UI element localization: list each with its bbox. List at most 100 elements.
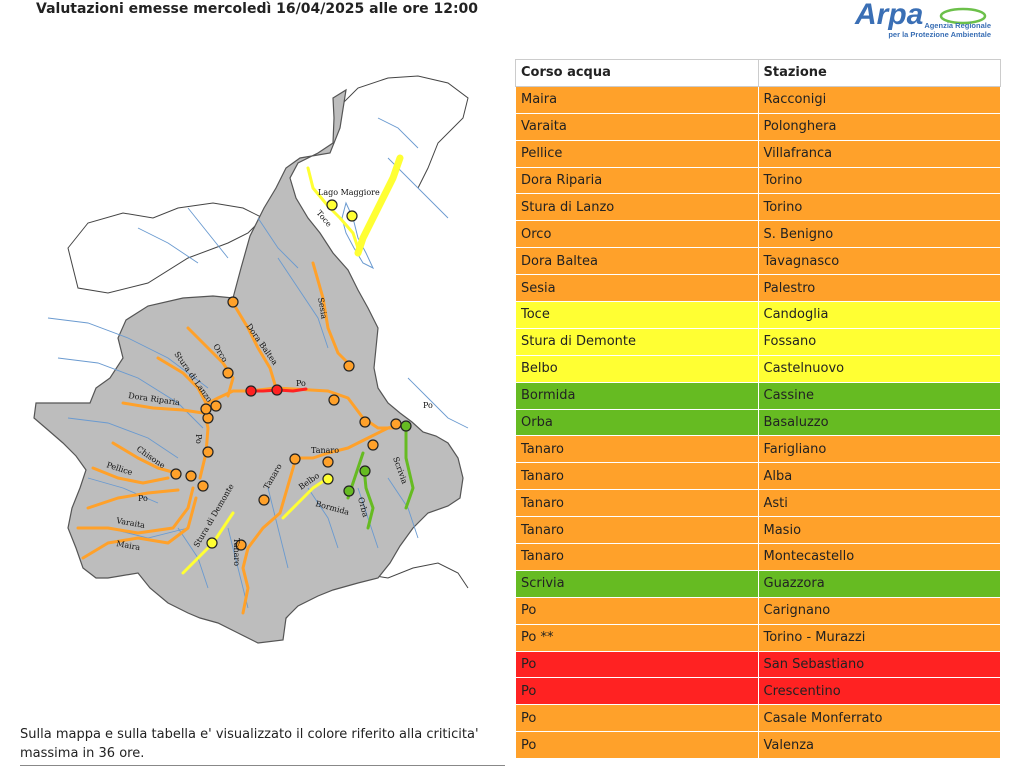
station-yellow: [322, 473, 334, 485]
rivers-orange: [76, 261, 408, 615]
table-row[interactable]: Stura di Lanzo Torino: [515, 193, 1001, 222]
cell-stazione: Villafranca: [757, 139, 1001, 168]
station-orange: [235, 539, 247, 551]
cell-corso-acqua: Po: [515, 677, 759, 706]
table-row[interactable]: Po Valenza: [515, 731, 1001, 760]
legend-note: Sulla mappa e sulla tabella e' visualizz…: [20, 727, 479, 761]
column-header-corso-acqua[interactable]: Corso acqua: [515, 59, 759, 87]
column-header-stazione[interactable]: Stazione: [757, 59, 1001, 87]
table-row[interactable]: Sesia Palestro: [515, 274, 1001, 303]
station-orange: [222, 367, 234, 379]
station-green: [343, 485, 355, 497]
cell-corso-acqua: Dora Riparia: [515, 166, 759, 195]
cell-stazione: Torino: [757, 193, 1001, 222]
table-row[interactable]: Po Crescentino: [515, 677, 1001, 706]
rivers-yellow: [181, 154, 404, 575]
station-orange: [197, 480, 209, 492]
table-row[interactable]: Scrivia Guazzora: [515, 569, 1001, 598]
table-row[interactable]: Tanaro Montecastello: [515, 543, 1001, 571]
cell-stazione: Polonghera: [757, 112, 1001, 141]
station-orange: [367, 439, 379, 451]
cell-corso-acqua: Bormida: [515, 381, 759, 410]
cell-stazione: Torino - Murazzi: [757, 623, 1001, 652]
table-row[interactable]: Varaita Polonghera: [515, 112, 1001, 141]
table-row[interactable]: Dora Riparia Torino: [515, 166, 1001, 195]
cell-corso-acqua: Po **: [515, 623, 759, 652]
river-chisone: [111, 441, 178, 475]
cell-corso-acqua: Pellice: [515, 139, 759, 168]
station-orange: [202, 446, 214, 458]
cell-stazione: Racconigi: [757, 85, 1001, 114]
arpa-logo[interactable]: Arpa Agenzia Regionale per la Protezione…: [853, 0, 998, 46]
label-tanaro-3: Tanaro: [232, 538, 241, 566]
table-header-row: Corso acqua Stazione: [515, 59, 1001, 87]
table-row[interactable]: Po Casale Monferrato: [515, 704, 1001, 733]
label-toce: Toce: [314, 209, 333, 229]
note-divider: [20, 765, 505, 766]
cell-corso-acqua: Stura di Lanzo: [515, 193, 759, 222]
table-row[interactable]: Tanaro Masio: [515, 516, 1001, 545]
neighbour-regions-outline: [67, 202, 264, 294]
table-row[interactable]: Tanaro Asti: [515, 489, 1001, 518]
table-row[interactable]: Stura di Demonte Fossano: [515, 327, 1001, 356]
river-sesia: [311, 261, 350, 365]
table-row[interactable]: Po ** Torino - Murazzi: [515, 623, 1001, 652]
cell-corso-acqua: Sesia: [515, 274, 759, 303]
table-row[interactable]: Orco S. Benigno: [515, 220, 1001, 249]
logo-line-1: Agenzia Regionale: [924, 21, 991, 30]
table-row[interactable]: Tanaro Farigliano: [515, 435, 1001, 464]
river-dora-baltea: [231, 301, 278, 390]
cell-stazione: S. Benigno: [757, 220, 1001, 249]
cell-stazione: Masio: [757, 516, 1001, 545]
station-orange: [322, 456, 334, 468]
cell-corso-acqua: Maira: [515, 85, 759, 114]
region-piemonte: [33, 88, 464, 644]
table-row[interactable]: Dora Baltea Tavagnasco: [515, 247, 1001, 276]
logo-wordmark: Arpa: [854, 0, 923, 31]
station-orange: [200, 403, 212, 415]
cell-stazione: Crescentino: [757, 677, 1001, 706]
cell-corso-acqua: Tanaro: [515, 435, 759, 464]
cell-corso-acqua: Varaita: [515, 112, 759, 141]
cell-stazione: Asti: [757, 489, 1001, 518]
river-orba: [362, 466, 375, 530]
station-orange: [343, 360, 355, 372]
cell-stazione: Carignano: [757, 596, 1001, 625]
table-row[interactable]: Po Carignano: [515, 596, 1001, 625]
cell-stazione: San Sebastiano: [757, 650, 1001, 679]
table-row[interactable]: Toce Candoglia: [515, 301, 1001, 329]
station-red: [271, 384, 283, 396]
cell-corso-acqua: Tanaro: [515, 543, 759, 571]
station-orange: [328, 394, 340, 406]
station-red: [245, 385, 257, 397]
cell-corso-acqua: Orba: [515, 408, 759, 437]
label-sesia: Sesia: [316, 297, 329, 320]
label-po-east: Po: [423, 401, 433, 410]
cell-corso-acqua: Scrivia: [515, 569, 759, 598]
table-row[interactable]: Pellice Villafranca: [515, 139, 1001, 168]
cell-corso-acqua: Po: [515, 731, 759, 760]
table-row[interactable]: Belbo Castelnuovo: [515, 354, 1001, 383]
cell-stazione: Tavagnasco: [757, 247, 1001, 276]
river-toce-lake-shore: [354, 154, 404, 257]
piemonte-rivers-map[interactable]: Lago Maggiore Toce Sesia Dora Baltea Orc…: [28, 58, 498, 663]
label-tanaro-2: Tanaro: [311, 446, 339, 455]
river-orco: [186, 326, 235, 398]
table-row[interactable]: Maira Racconigi: [515, 85, 1001, 114]
river-scrivia: [404, 426, 415, 510]
table-row[interactable]: Po San Sebastiano: [515, 650, 1001, 679]
table-row[interactable]: Orba Basaluzzo: [515, 408, 1001, 437]
table-row[interactable]: Tanaro Alba: [515, 462, 1001, 491]
station-orange: [258, 494, 270, 506]
cell-stazione: Farigliano: [757, 435, 1001, 464]
cell-corso-acqua: Tanaro: [515, 462, 759, 491]
cell-stazione: Candoglia: [757, 301, 1001, 329]
cell-stazione: Torino: [757, 166, 1001, 195]
cell-corso-acqua: Tanaro: [515, 489, 759, 518]
criticality-table: Corso acqua Stazione Maira Racconigi Varai…: [515, 59, 1001, 760]
cell-corso-acqua: Dora Baltea: [515, 247, 759, 276]
logo-line-2: per la Protezione Ambientale: [888, 30, 991, 39]
cell-corso-acqua: Orco: [515, 220, 759, 249]
cell-stazione: Castelnuovo: [757, 354, 1001, 383]
table-row[interactable]: Bormida Cassine: [515, 381, 1001, 410]
